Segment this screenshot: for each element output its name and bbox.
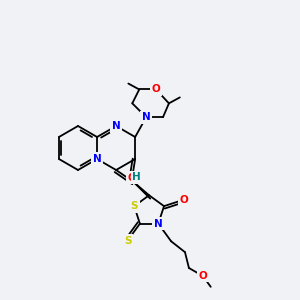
Text: S: S [124, 236, 131, 246]
Text: O: O [128, 173, 136, 183]
Text: N: N [93, 154, 101, 164]
Text: N: N [142, 112, 151, 122]
Text: O: O [179, 195, 188, 205]
Text: N: N [154, 219, 163, 229]
Text: N: N [112, 121, 121, 131]
Text: S: S [130, 201, 138, 211]
Text: O: O [198, 271, 207, 281]
Text: O: O [152, 85, 161, 94]
Text: H: H [132, 172, 141, 182]
